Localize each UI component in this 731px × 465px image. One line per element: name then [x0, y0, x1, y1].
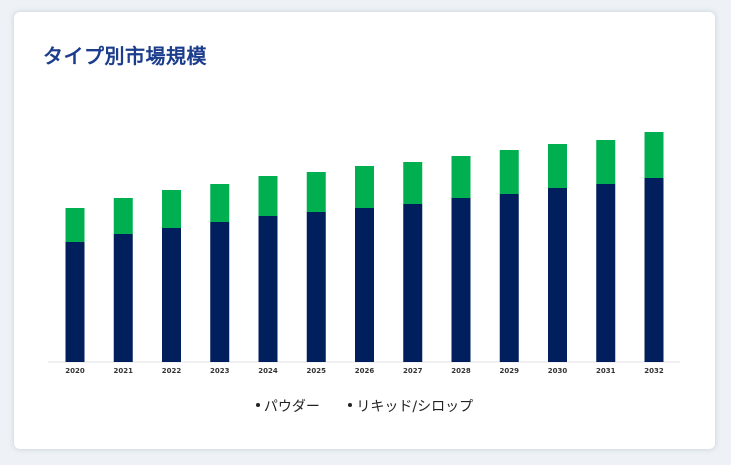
chart-title: タイプ別市場規模	[43, 44, 207, 68]
legend-item-powder[interactable]: パウダー	[255, 396, 320, 416]
bar-powder-2023	[210, 222, 230, 362]
bar-liquid-syrup-2030	[548, 144, 567, 188]
legend-label-liquid-syrup: リキッド/シロップ	[356, 399, 474, 415]
bar-powder-2032	[644, 178, 664, 362]
bar-powder-2028	[451, 198, 471, 362]
bar-powder-2030	[548, 188, 567, 362]
bar-liquid-syrup-2032	[644, 132, 664, 178]
x-tick-label: 2025	[307, 367, 327, 375]
bar-liquid-syrup-2024	[258, 176, 278, 216]
bar-liquid-syrup-2027	[403, 162, 423, 204]
bar-liquid-syrup-2023	[210, 184, 230, 222]
x-tick-label: 2031	[596, 367, 616, 375]
bar-liquid-syrup-2029	[499, 150, 519, 194]
bar-liquid-syrup-2031	[596, 140, 616, 184]
x-tick-label: 2022	[162, 367, 182, 375]
legend-bullet	[348, 403, 353, 407]
legend: パウダー リキッド/シロップ	[14, 396, 715, 416]
x-tick-label: 2028	[451, 367, 471, 375]
x-tick-labels: 2020 2021 2022 2023 2024 2025 2026 2027 2028 2029…	[65, 367, 664, 375]
bar-liquid-syrup-2025	[306, 172, 326, 212]
legend-label-powder: パウダー	[263, 399, 320, 415]
bar-powder-2031	[596, 184, 616, 362]
bar-liquid-syrup-2020	[65, 208, 85, 242]
x-tick-label: 2027	[403, 367, 423, 375]
x-tick-label: 2023	[210, 367, 230, 375]
bar-powder-2022	[162, 228, 181, 362]
bar-liquid-syrup-2028	[451, 156, 471, 198]
x-tick-label: 2026	[355, 367, 375, 375]
bar-liquid-syrup-2021	[113, 198, 133, 234]
legend-item-liquid-syrup[interactable]: リキッド/シロップ	[348, 396, 473, 416]
bar-powder-2025	[306, 212, 326, 362]
bar-powder-2024	[258, 216, 278, 362]
x-tick-label: 2021	[114, 367, 134, 375]
bar-powder-2026	[355, 208, 374, 362]
bar-powder-2027	[403, 204, 423, 362]
x-tick-label: 2024	[258, 367, 278, 375]
x-tick-label: 2020	[65, 367, 85, 375]
x-tick-label: 2032	[644, 367, 664, 375]
x-tick-label: 2030	[548, 367, 568, 375]
bars-group	[65, 132, 664, 362]
bar-powder-2020	[65, 242, 85, 362]
chart-card: タイプ別市場規模 2020 2021 2022 2023 2024 2025 2026 202…	[14, 12, 715, 449]
bar-liquid-syrup-2026	[355, 166, 374, 208]
legend-bullet	[255, 403, 260, 407]
x-tick-label: 2029	[500, 367, 520, 375]
bar-powder-2021	[113, 234, 133, 362]
bar-liquid-syrup-2022	[162, 190, 181, 228]
bar-powder-2029	[499, 194, 519, 362]
stacked-bar-chart: 2020 2021 2022 2023 2024 2025 2026 2027 2028 2029…	[48, 132, 680, 375]
